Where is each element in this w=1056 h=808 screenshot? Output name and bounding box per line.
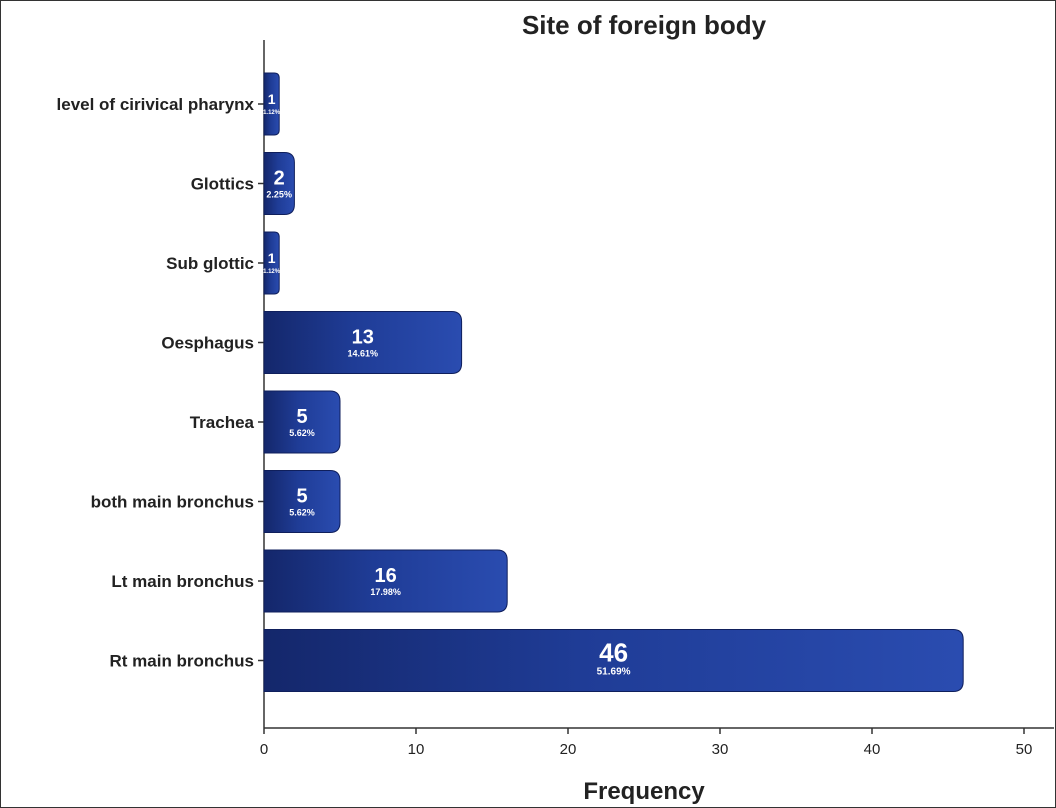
x-tick-label: 10: [408, 741, 425, 758]
x-tick-label: 40: [864, 741, 881, 758]
y-tick-label: both main bronchus: [91, 493, 254, 512]
bar-value-label: 5: [296, 486, 307, 508]
bar-percent-label: 1.12%: [263, 110, 281, 116]
bar: [263, 629, 964, 692]
y-tick-label: Sub glottic: [166, 254, 254, 273]
bar-value-label: 16: [374, 565, 396, 587]
x-axis-label: Frequency: [583, 778, 705, 805]
bar: [263, 390, 341, 454]
x-tick-label: 50: [1016, 741, 1033, 758]
bar-value-label: 1: [268, 250, 276, 266]
bar: [263, 549, 508, 613]
x-tick-label: 20: [560, 741, 577, 758]
bar-percent-label: 51.69%: [597, 667, 631, 678]
bar-percent-label: 5.62%: [289, 508, 315, 518]
bar-value-label: 1: [268, 91, 276, 107]
bar: [263, 470, 341, 533]
bar: [263, 72, 280, 136]
x-tick-label: 30: [712, 741, 729, 758]
y-tick-label: Lt main bronchus: [111, 572, 254, 591]
bar: [263, 311, 463, 374]
bar: [263, 231, 280, 295]
bar-percent-label: 1.12%: [263, 269, 281, 275]
axes: 0 10 20 30 40 50 level of cirivical pharynx Glo…: [57, 40, 1054, 758]
bar-value-label: 5: [296, 406, 307, 428]
y-tick-label: Rt main bronchus: [109, 652, 254, 671]
y-tick-label: Oesphagus: [161, 334, 254, 353]
bars: 11.12%22.25%11.12%1314.61%55.62%55.62%16…: [263, 72, 964, 692]
y-tick-label: Glottics: [191, 175, 254, 194]
y-tick-label: Trachea: [190, 413, 255, 432]
y-tick-label: level of cirivical pharynx: [57, 95, 255, 114]
bar-percent-label: 5.62%: [289, 428, 315, 438]
bar-percent-label: 17.98%: [370, 587, 401, 597]
x-tick-label: 0: [260, 741, 268, 758]
chart-title: Site of foreign body: [521, 10, 767, 40]
bar-value-label: 2: [274, 168, 285, 190]
bar-value-label: 13: [352, 327, 374, 349]
bar: [263, 152, 295, 215]
bar-value-label: 46: [599, 638, 628, 668]
bar-percent-label: 14.61%: [348, 349, 379, 359]
bar-percent-label: 2.25%: [266, 190, 292, 200]
